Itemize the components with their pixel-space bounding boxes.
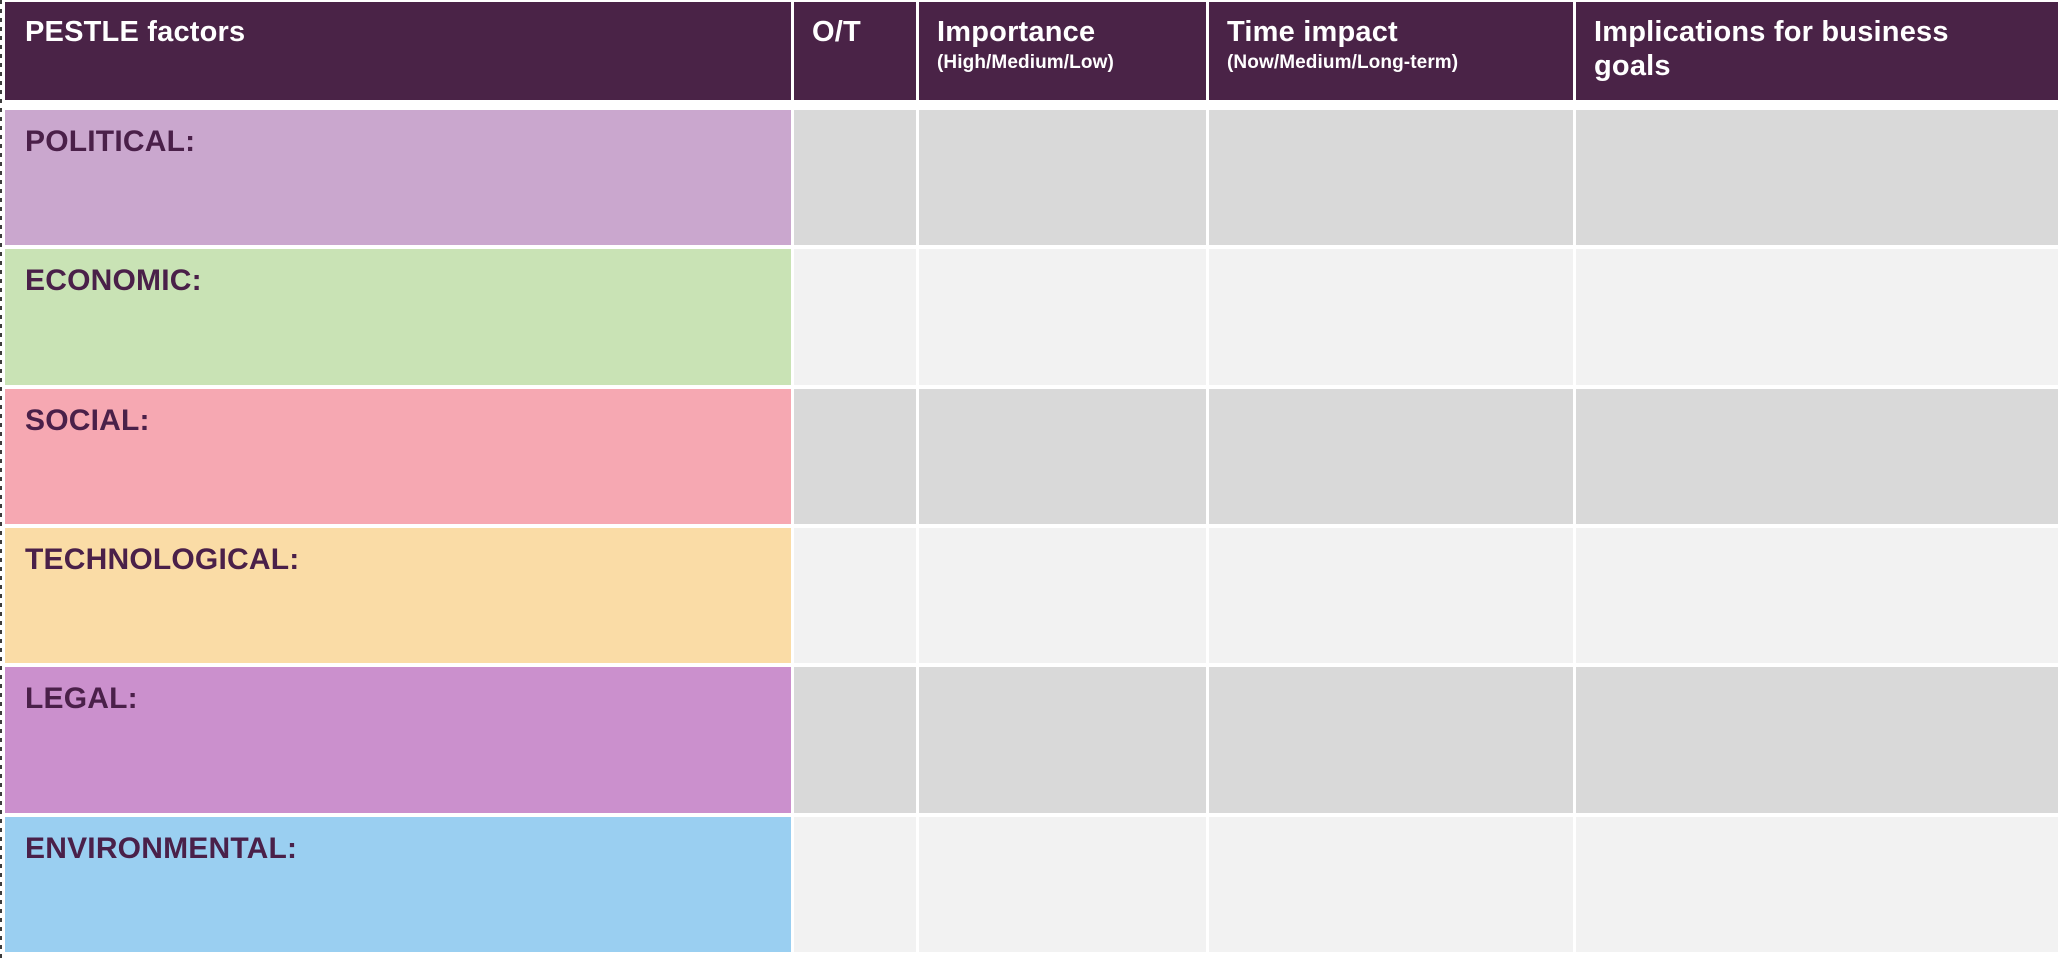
empty-cell[interactable] [919, 817, 1206, 952]
category-cell-environmental[interactable]: ENVIRONMENTAL: [5, 817, 791, 952]
category-cell-political[interactable]: POLITICAL: [5, 110, 791, 245]
header-cell-importance[interactable]: Importance (High/Medium/Low) [919, 2, 1206, 100]
empty-cell[interactable] [919, 667, 1206, 813]
header-cell-time-impact[interactable]: Time impact (Now/Medium/Long-term) [1209, 2, 1573, 100]
header-label: Time impact [1227, 16, 1398, 48]
table-row-political: POLITICAL: [5, 110, 2058, 245]
empty-cell[interactable] [1209, 110, 1573, 245]
header-label: Importance [937, 16, 1096, 48]
empty-cell[interactable] [1576, 110, 2058, 245]
header-sublabel: (High/Medium/Low) [937, 52, 1114, 74]
header-cell-ot[interactable]: O/T [794, 2, 916, 100]
header-cell-pestle-factors[interactable]: PESTLE factors [5, 2, 791, 100]
empty-cell[interactable] [1209, 817, 1573, 952]
empty-cell[interactable] [794, 528, 916, 663]
table-row-economic: ECONOMIC: [5, 249, 2058, 385]
empty-cell[interactable] [794, 249, 916, 385]
category-cell-legal[interactable]: LEGAL: [5, 667, 791, 813]
empty-cell[interactable] [1576, 528, 2058, 663]
selection-border-left [0, 0, 2, 960]
header-sublabel: (Now/Medium/Long-term) [1227, 52, 1459, 74]
empty-cell[interactable] [919, 389, 1206, 524]
category-cell-economic[interactable]: ECONOMIC: [5, 249, 791, 385]
empty-cell[interactable] [794, 667, 916, 813]
table-row-social: SOCIAL: [5, 389, 2058, 524]
empty-cell[interactable] [1576, 667, 2058, 813]
empty-cell[interactable] [1576, 389, 2058, 524]
table-header-row: PESTLE factors O/T Importance (High/Medi… [5, 2, 2058, 100]
empty-cell[interactable] [919, 528, 1206, 663]
table-row-environmental: ENVIRONMENTAL: [5, 817, 2058, 952]
empty-cell[interactable] [919, 249, 1206, 385]
empty-cell[interactable] [1576, 817, 2058, 952]
empty-cell[interactable] [1209, 249, 1573, 385]
empty-cell[interactable] [1209, 389, 1573, 524]
table-row-technological: TECHNOLOGICAL: [5, 528, 2058, 663]
pestle-table[interactable]: PESTLE factors O/T Importance (High/Medi… [5, 2, 2058, 952]
empty-cell[interactable] [1209, 667, 1573, 813]
category-cell-social[interactable]: SOCIAL: [5, 389, 791, 524]
empty-cell[interactable] [1209, 528, 1573, 663]
empty-cell[interactable] [794, 817, 916, 952]
header-label: Implications for business goals [1594, 16, 1949, 83]
table-row-legal: LEGAL: [5, 667, 2058, 813]
empty-cell[interactable] [1576, 249, 2058, 385]
empty-cell[interactable] [919, 110, 1206, 245]
empty-cell[interactable] [794, 110, 916, 245]
header-label: O/T [812, 16, 861, 48]
header-cell-implications[interactable]: Implications for business goals [1576, 2, 2058, 100]
header-label: PESTLE factors [25, 16, 246, 48]
empty-cell[interactable] [794, 389, 916, 524]
category-cell-technological[interactable]: TECHNOLOGICAL: [5, 528, 791, 663]
